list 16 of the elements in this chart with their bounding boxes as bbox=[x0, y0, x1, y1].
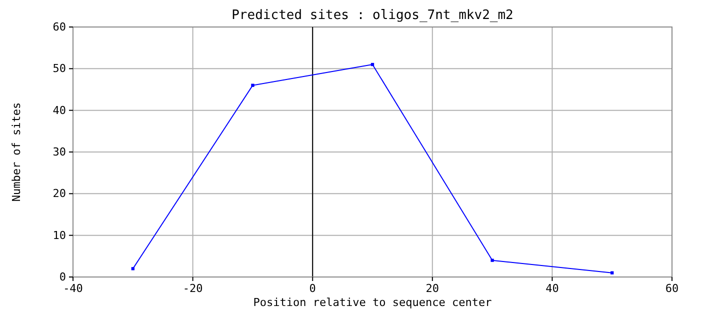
y-tick-label: 10 bbox=[52, 228, 66, 242]
x-tick-label: -20 bbox=[182, 282, 203, 295]
x-tick-label: 40 bbox=[546, 282, 559, 295]
y-tick-label: 60 bbox=[52, 20, 66, 34]
x-tick-label: 20 bbox=[426, 282, 440, 295]
y-tick-label: 20 bbox=[52, 187, 66, 200]
x-tick-label: 0 bbox=[309, 282, 316, 295]
y-tick-label: 30 bbox=[52, 146, 66, 159]
y-tick-label: 50 bbox=[52, 62, 66, 76]
x-tick-label: 60 bbox=[665, 282, 679, 295]
y-tick-label: 0 bbox=[59, 270, 66, 284]
chart-title: Predicted sites : oligos_7nt_mkv2_m2 bbox=[232, 8, 514, 23]
x-tick-label: -40 bbox=[63, 282, 83, 295]
y-tick-label: 40 bbox=[52, 104, 66, 117]
x-axis-title: Position relative to sequence center bbox=[253, 296, 492, 309]
y-axis-title: Number of sites bbox=[10, 102, 23, 202]
